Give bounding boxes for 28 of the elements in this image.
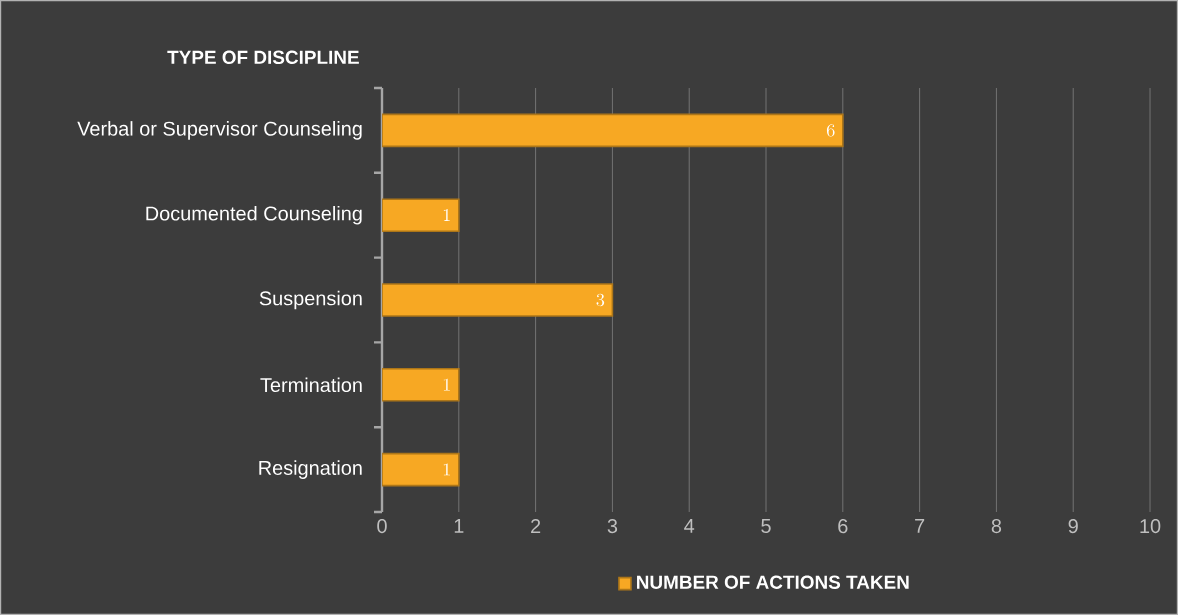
- x-tick-label: 2: [531, 519, 541, 533]
- bar: [382, 452, 460, 487]
- bar: [382, 198, 460, 233]
- data-label: 1: [443, 378, 450, 391]
- bar: [382, 283, 614, 317]
- x-tick-label: 0: [377, 519, 387, 534]
- y-tick-label: Resignation: [259, 460, 362, 479]
- legend-label: NUMBER OF ACTIONS TAKEN: [637, 575, 909, 589]
- x-tick-label: 4: [684, 519, 695, 533]
- x-tick-label: 9: [1068, 519, 1078, 534]
- x-tick-label: 3: [607, 519, 618, 534]
- x-tick-label: 6: [838, 519, 848, 534]
- y-tick-label: Verbal or Supervisor Counseling: [77, 121, 362, 140]
- bar: [382, 368, 460, 402]
- x-tick-label: 10: [1140, 519, 1161, 534]
- y-tick-label: Suspension: [259, 290, 362, 310]
- bar: [382, 113, 844, 148]
- x-tick-label: 1: [454, 519, 464, 533]
- x-tick-label: 8: [991, 519, 1002, 534]
- data-label: 1: [443, 463, 450, 476]
- data-label: 1: [443, 209, 450, 221]
- y-axis-title: TYPE OF DISCIPLINE: [167, 50, 359, 65]
- y-tick-label: Documented Counseling: [146, 205, 362, 225]
- x-tick-label: 5: [761, 519, 771, 533]
- x-tick-label: 7: [915, 519, 925, 533]
- data-label: 3: [596, 293, 605, 307]
- y-tick-label: Termination: [260, 377, 362, 393]
- data-label: 6: [826, 124, 835, 137]
